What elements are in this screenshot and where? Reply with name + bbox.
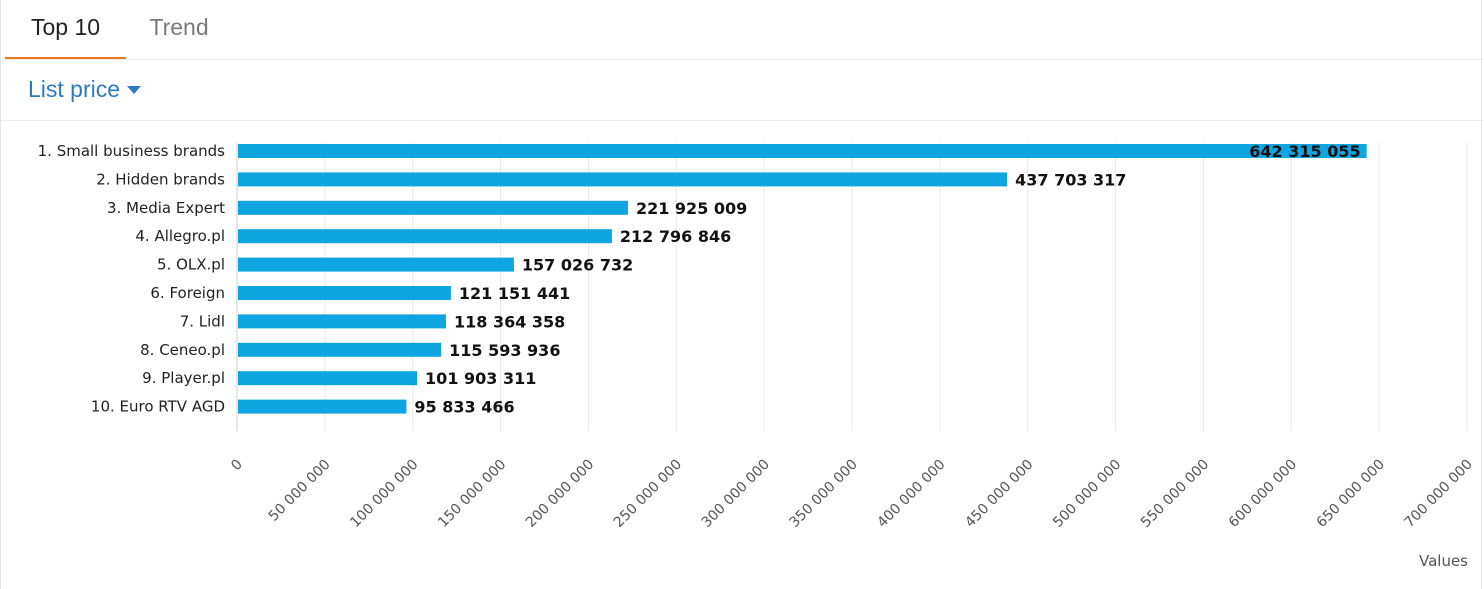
category-label: 6. Foreign (150, 284, 225, 302)
category-label: 4. Allegro.pl (135, 227, 225, 245)
bar (238, 200, 628, 215)
measure-row: List price (1, 60, 1484, 121)
category-label: 2. Hidden brands (96, 170, 225, 188)
bar (238, 172, 1008, 187)
bar (238, 399, 407, 414)
bar-chart: 1. Small business brands 642 315 055 2. Hi… (38, 142, 1476, 570)
tab-trend[interactable]: Trend (149, 14, 209, 40)
category-label: 5. OLX.pl (157, 256, 225, 274)
tick-label: 700 000 000 (1402, 457, 1476, 531)
category-label: 10. Euro RTV AGD (91, 398, 225, 416)
tick-label: 0 (228, 457, 246, 475)
tick-label: 200 000 000 (523, 457, 597, 531)
value-label: 95 833 466 (414, 398, 514, 417)
value-label: 118 364 358 (454, 312, 565, 331)
tab-top-10[interactable]: Top 10 (5, 0, 126, 59)
category-label: 1. Small business brands (38, 142, 226, 160)
bar (238, 229, 612, 244)
tick-label: 400 000 000 (874, 457, 948, 531)
value-label: 212 796 846 (620, 227, 731, 246)
tick-label: 600 000 000 (1226, 457, 1300, 531)
tick-label: 650 000 000 (1314, 457, 1388, 531)
category-label: 8. Ceneo.pl (140, 341, 225, 359)
x-axis-title: Values (1419, 552, 1468, 570)
tick-label: 150 000 000 (435, 457, 509, 531)
value-label: 221 925 009 (636, 199, 747, 218)
value-label: 157 026 732 (522, 256, 633, 275)
value-label: 115 593 936 (449, 341, 560, 360)
bar (238, 144, 1367, 158)
bar (238, 371, 418, 386)
category-label: 7. Lidl (180, 312, 225, 330)
tick-label: 450 000 000 (962, 457, 1036, 531)
tick-label: 300 000 000 (699, 457, 773, 531)
value-label: 121 151 441 (459, 284, 570, 303)
tab-bar: Top 10 Trend (1, 0, 1484, 60)
category-label: 3. Media Expert (107, 199, 225, 217)
bar (238, 286, 451, 300)
measure-label: List price (28, 76, 121, 102)
tick-label: 350 000 000 (787, 457, 861, 531)
tick-label: 250 000 000 (611, 457, 685, 531)
bar (238, 342, 442, 357)
bar (238, 257, 514, 272)
value-label: 101 903 311 (425, 369, 536, 388)
tick-label: 50 000 000 (266, 457, 334, 525)
measure-dropdown[interactable]: List price (28, 74, 142, 104)
value-label: 642 315 055 (1249, 142, 1360, 161)
tick-label: 100 000 000 (347, 457, 421, 531)
caret-down-icon (127, 85, 142, 94)
bar (238, 314, 446, 329)
tick-label: 550 000 000 (1138, 457, 1212, 531)
value-label: 437 703 317 (1015, 170, 1126, 189)
tick-label: 500 000 000 (1050, 457, 1124, 531)
category-label: 9. Player.pl (142, 369, 225, 387)
